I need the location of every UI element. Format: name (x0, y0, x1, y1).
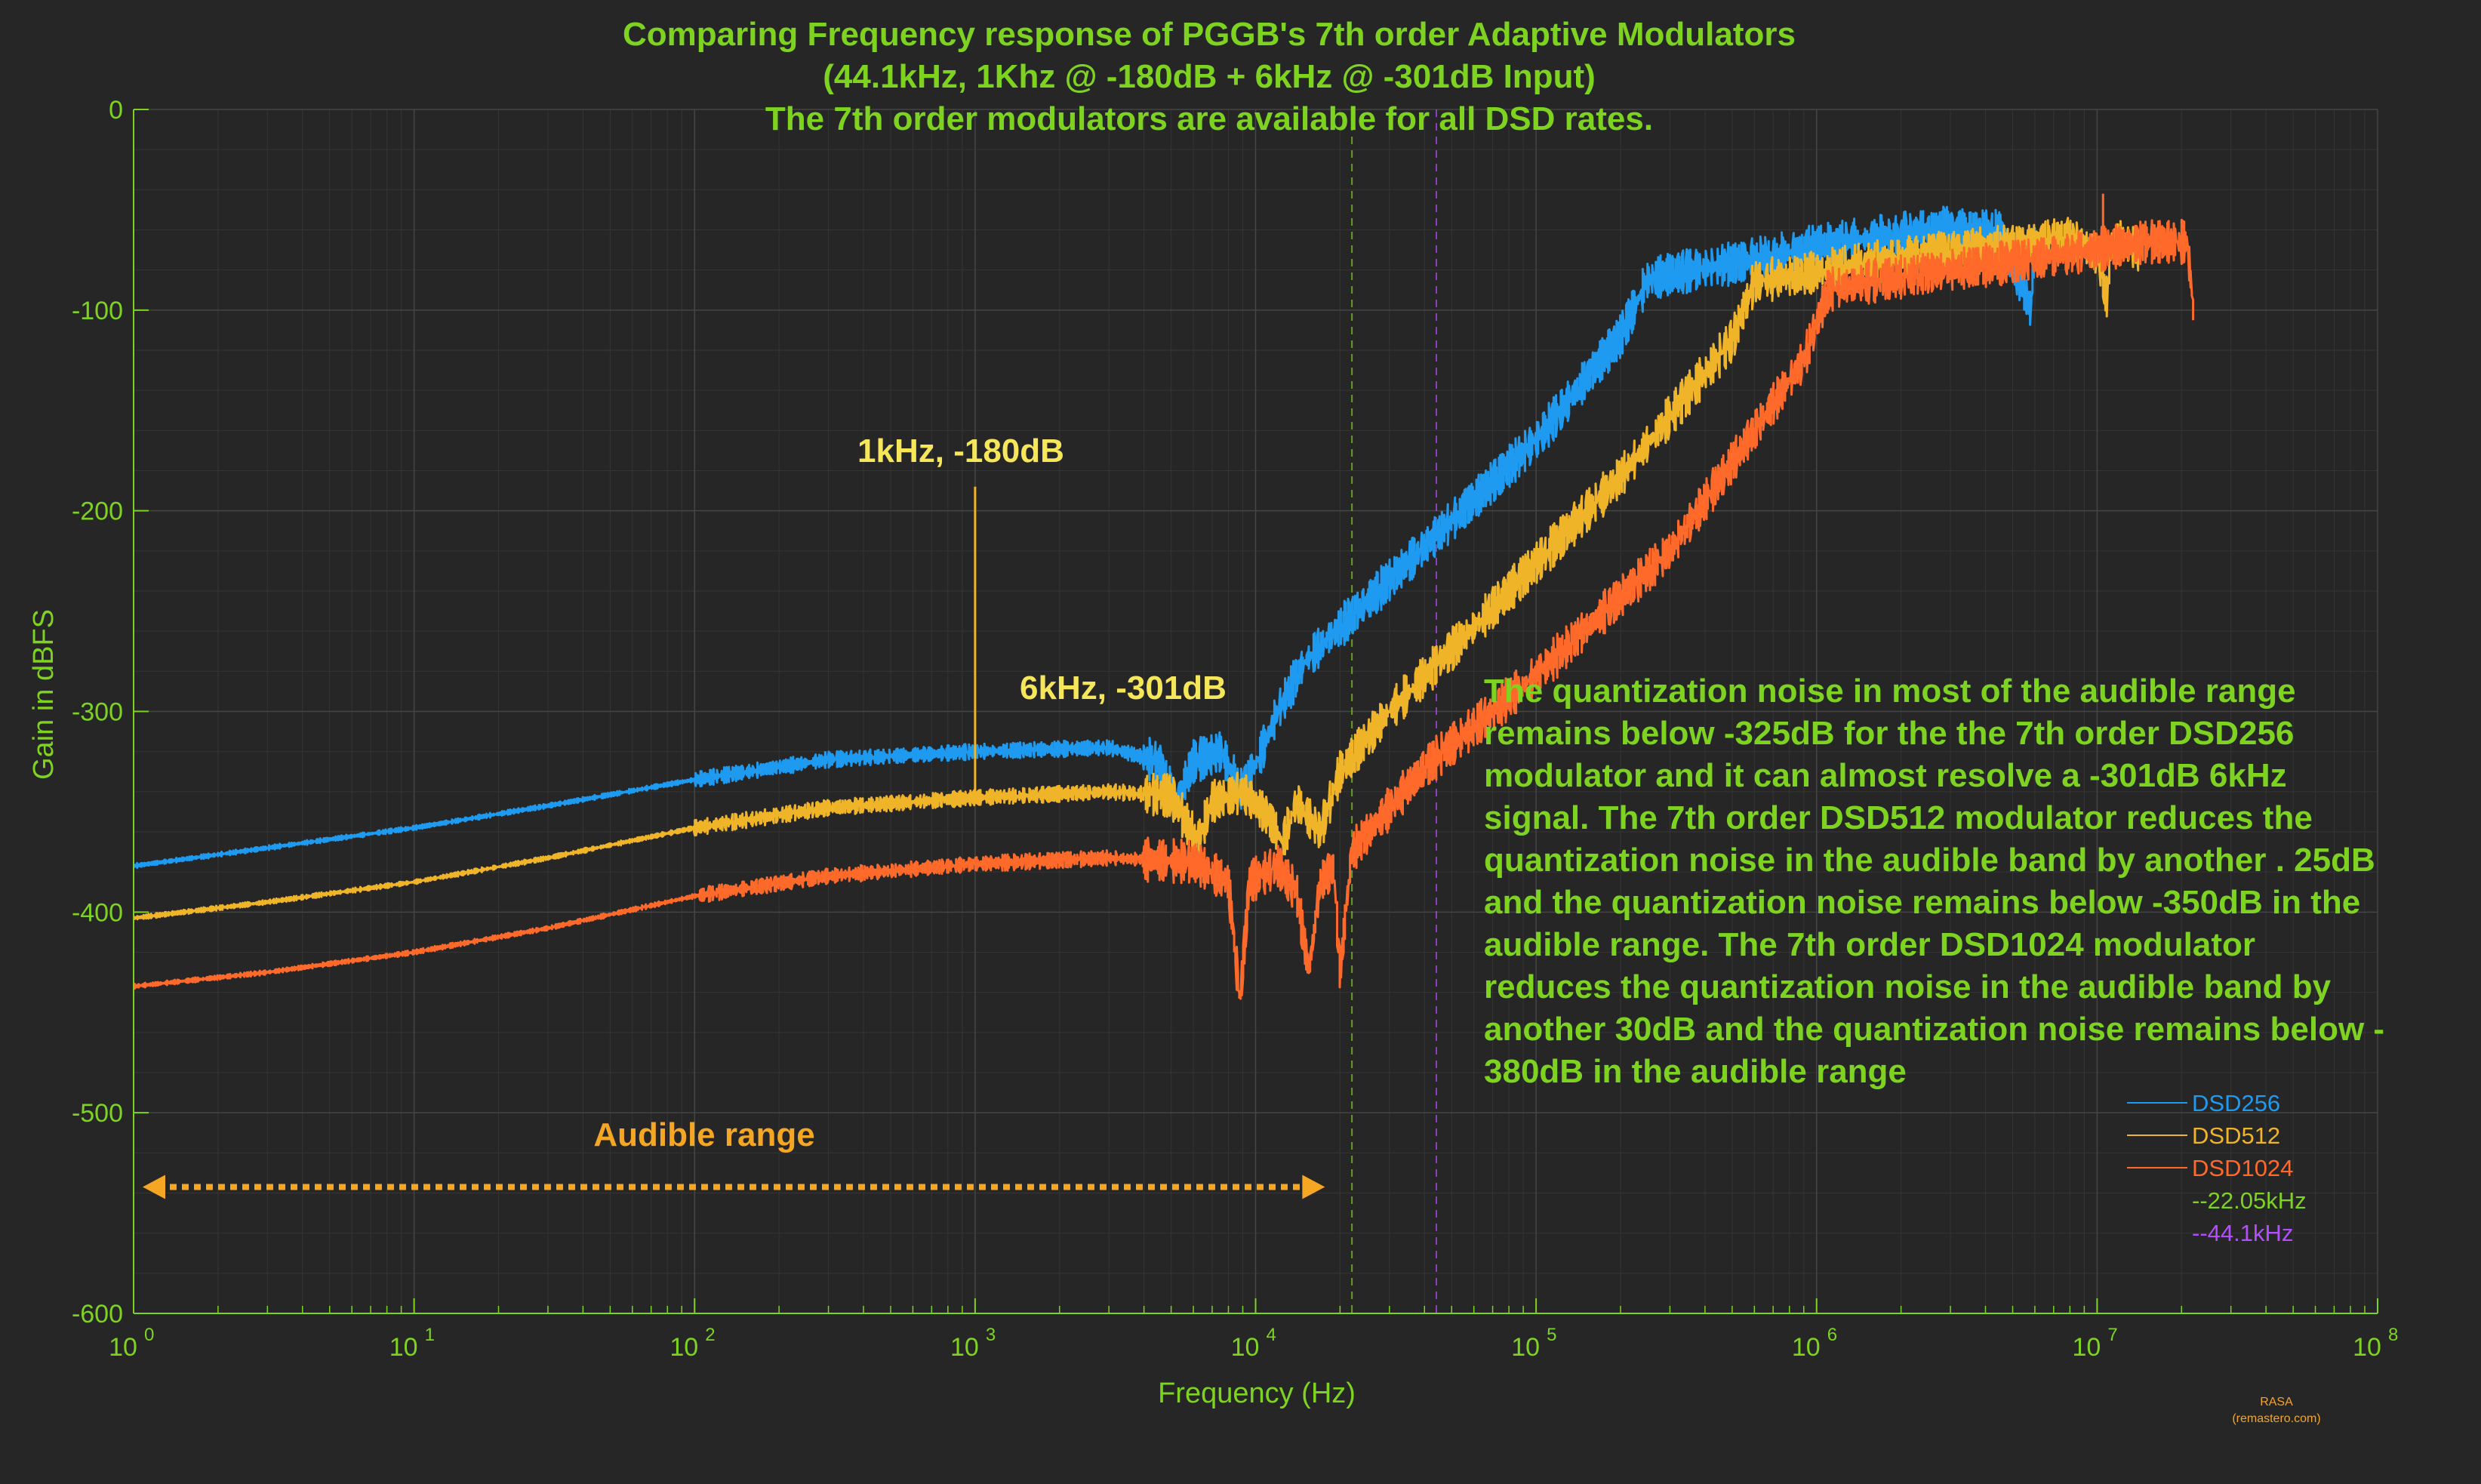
y-tick-label: -600 (72, 1300, 123, 1329)
x-tick-label-exp: 1 (425, 1325, 435, 1345)
note-line-5: quantization noise in the audible band b… (1484, 842, 2375, 879)
y-axis-label: Gain in dBFS (28, 609, 60, 780)
x-tick-label-base: 10 (389, 1333, 418, 1362)
quantization-noise-note: The quantization noise in most of the au… (1484, 673, 2384, 1090)
credit-line-1: RASA (2260, 1396, 2293, 1409)
y-tick-label: -400 (72, 898, 123, 927)
x-tick-label-exp: 5 (1547, 1325, 1556, 1345)
grid (133, 109, 2378, 1314)
note-line-4: signal. The 7th order DSD512 modulator r… (1484, 799, 2313, 836)
y-tick-label: 0 (109, 96, 123, 125)
legend-label-dsd1024: DSD1024 (2192, 1155, 2293, 1181)
y-tick-label: -500 (72, 1099, 123, 1128)
audible-arrow-head-right (1302, 1175, 1325, 1199)
x-tick-label-exp: 3 (986, 1325, 996, 1345)
series-lines (134, 193, 2195, 1000)
x-tick-label-exp: 6 (1827, 1325, 1837, 1345)
note-line-9: another 30dB and the quantization noise … (1484, 1011, 2384, 1048)
note-line-2: remains below -325dB for the the 7th ord… (1484, 715, 2294, 752)
note-line-6: and the quantization noise remains below… (1484, 884, 2360, 921)
annotation-1khz-peak: 1kHz, -180dB (857, 433, 1064, 470)
x-tick-label-base: 10 (1792, 1333, 1821, 1362)
x-tick-label-exp: 7 (2107, 1325, 2117, 1345)
y-tick-label: -200 (72, 497, 123, 526)
audible-arrow-head-left (143, 1175, 165, 1199)
note-line-1: The quantization noise in most of the au… (1484, 673, 2296, 710)
credit-line-2: (remastero.com) (2232, 1412, 2320, 1425)
x-tick-label-base: 10 (2072, 1333, 2101, 1362)
x-axis-label: Frequency (Hz) (1158, 1378, 1356, 1409)
legend-label-22khz: --22.05kHz (2192, 1187, 2307, 1214)
axes: 10 0 10 1 10 2 10 3 10 4 10 5 10 6 10 7 10 8 0 -100 -200 -300… (72, 96, 2398, 1362)
x-tick-label-exp: 8 (2388, 1325, 2398, 1345)
x-tick-label-exp: 2 (705, 1325, 715, 1345)
series-line-dsd512 (134, 217, 2140, 921)
legend-label-dsd256: DSD256 (2192, 1090, 2280, 1116)
y-tick-label: -100 (72, 297, 123, 325)
chart-title-line-3: The 7th order modulators are available f… (765, 100, 1653, 137)
x-tick-label-base: 10 (1511, 1333, 1540, 1362)
note-line-7: audible range. The 7th order DSD1024 mod… (1484, 926, 2255, 963)
y-tick-label: -300 (72, 698, 123, 727)
x-tick-label-exp: 4 (1267, 1325, 1276, 1345)
annotation-6khz-peak: 6kHz, -301dB (1020, 670, 1227, 707)
x-tick-label-base: 10 (2353, 1333, 2381, 1362)
annotation-audible-range: Audible range (593, 1116, 814, 1153)
x-tick-label-base: 10 (109, 1333, 137, 1362)
x-tick-label-base: 10 (950, 1333, 979, 1362)
reference-lines (1351, 109, 1437, 1313)
legend: DSD256 DSD512 DSD1024 --22.05kHz --44.1k… (2127, 1090, 2307, 1246)
chart-title-line-2: (44.1kHz, 1Khz @ -180dB + 6kHz @ -301dB … (823, 58, 1596, 95)
note-line-8: reduces the quantization noise in the au… (1484, 968, 2332, 1005)
series-line-dsd1024 (134, 218, 2195, 1000)
audible-range-arrow (143, 1175, 1325, 1199)
legend-label-44khz: --44.1kHz (2192, 1220, 2293, 1246)
chart-title-line-1: Comparing Frequency response of PGGB's 7… (623, 16, 1796, 53)
series-line-dsd256 (134, 205, 2036, 870)
legend-label-dsd512: DSD512 (2192, 1122, 2280, 1149)
x-tick-label-base: 10 (670, 1333, 698, 1362)
note-line-10: 380dB in the audible range (1484, 1053, 1907, 1090)
note-line-3: modulator and it can almost resolve a -3… (1484, 757, 2287, 794)
x-tick-label-base: 10 (1231, 1333, 1260, 1362)
x-tick-label-exp: 0 (144, 1325, 154, 1345)
